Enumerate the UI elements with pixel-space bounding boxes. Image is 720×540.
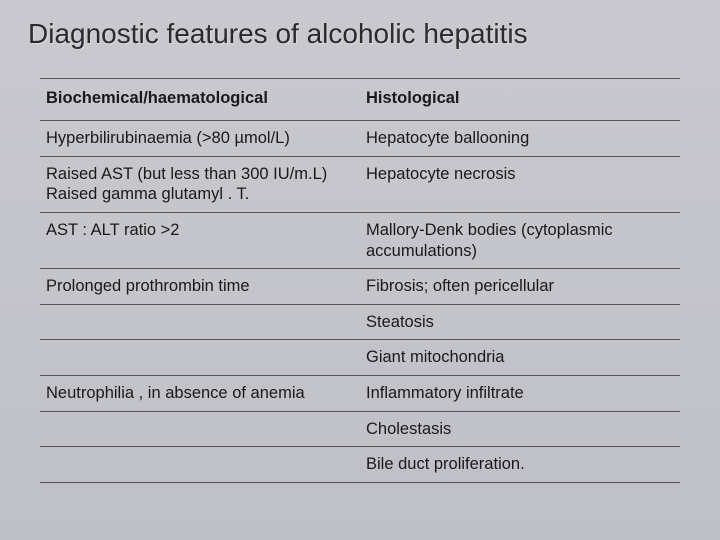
page-title: Diagnostic features of alcoholic hepatit… xyxy=(28,18,696,50)
cell-histological: Steatosis xyxy=(360,304,680,340)
cell-biochemical: Raised AST (but less than 300 IU/m.L)Rai… xyxy=(40,156,360,212)
cell-biochemical xyxy=(40,411,360,447)
table-row: Steatosis xyxy=(40,304,680,340)
cell-biochemical: Hyperbilirubinaemia (>80 µmol/L) xyxy=(40,121,360,157)
cell-histological: Cholestasis xyxy=(360,411,680,447)
col-header-histological: Histological xyxy=(360,79,680,121)
cell-histological: Giant mitochondria xyxy=(360,340,680,376)
cell-biochemical: Prolonged prothrombin time xyxy=(40,269,360,305)
col-header-biochemical: Biochemical/haematological xyxy=(40,79,360,121)
cell-biochemical: AST : ALT ratio >2 xyxy=(40,212,360,268)
cell-biochemical xyxy=(40,304,360,340)
diagnostic-table: Biochemical/haematological Histological … xyxy=(40,78,680,483)
cell-biochemical xyxy=(40,340,360,376)
cell-histological: Hepatocyte necrosis xyxy=(360,156,680,212)
table-row: Neutrophilia , in absence of anemia Infl… xyxy=(40,376,680,412)
slide: Diagnostic features of alcoholic hepatit… xyxy=(0,0,720,540)
table-header-row: Biochemical/haematological Histological xyxy=(40,79,680,121)
table-row: Hyperbilirubinaemia (>80 µmol/L) Hepatoc… xyxy=(40,121,680,157)
cell-histological: Mallory-Denk bodies (cytoplasmic accumul… xyxy=(360,212,680,268)
table-row: Raised AST (but less than 300 IU/m.L)Rai… xyxy=(40,156,680,212)
table-row: Bile duct proliferation. xyxy=(40,447,680,483)
table-row: AST : ALT ratio >2 Mallory-Denk bodies (… xyxy=(40,212,680,268)
table-row: Cholestasis xyxy=(40,411,680,447)
table-row: Prolonged prothrombin time Fibrosis; oft… xyxy=(40,269,680,305)
cell-histological: Fibrosis; often pericellular xyxy=(360,269,680,305)
cell-histological: Bile duct proliferation. xyxy=(360,447,680,483)
cell-histological: Hepatocyte ballooning xyxy=(360,121,680,157)
cell-histological: Inflammatory infiltrate xyxy=(360,376,680,412)
cell-biochemical xyxy=(40,447,360,483)
table-row: Giant mitochondria xyxy=(40,340,680,376)
cell-biochemical: Neutrophilia , in absence of anemia xyxy=(40,376,360,412)
